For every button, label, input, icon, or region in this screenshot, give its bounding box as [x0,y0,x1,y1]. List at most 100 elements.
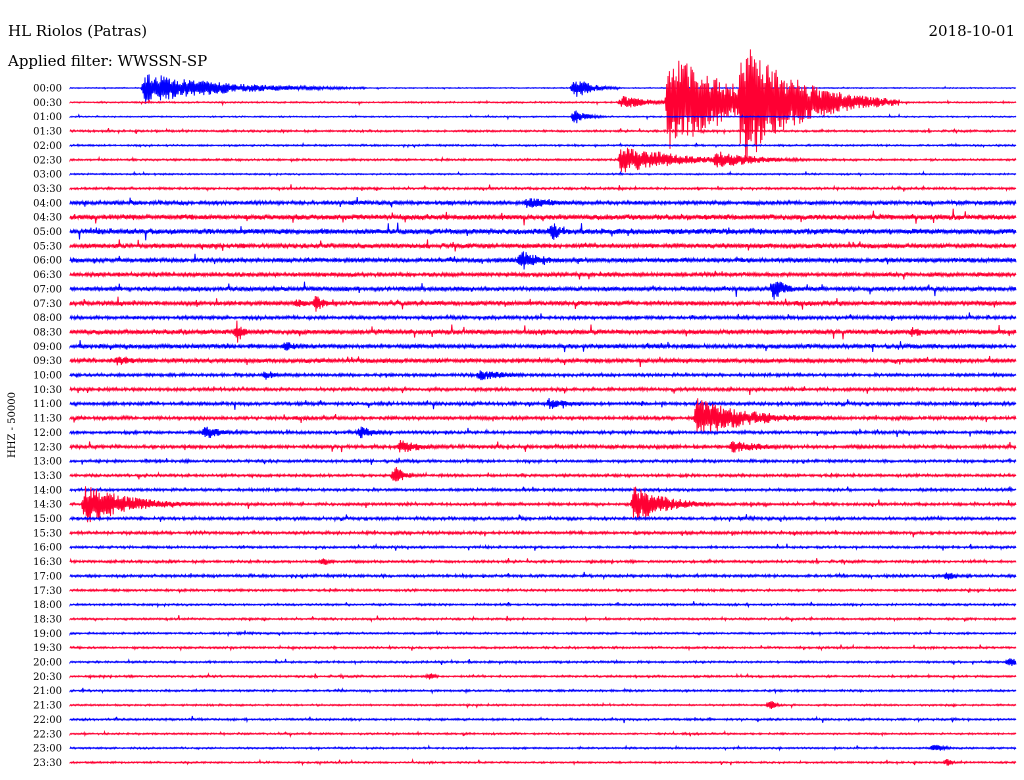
time-tick-label: 09:00 [33,342,62,353]
trace-row-2200 [69,715,1017,724]
trace-row-1500 [69,514,1017,523]
trace-row-0800 [69,312,1017,322]
trace-row-1630 [69,557,1017,565]
time-tick-label: 06:30 [33,270,62,281]
trace-row-1200 [69,426,1017,439]
trace-row-1030 [69,385,1017,395]
trace-row-0230 [69,147,1017,173]
trace-row-1130 [69,398,1017,433]
time-tick-label: 15:00 [33,514,62,525]
time-tick-label: 13:00 [33,457,62,468]
trace-row-1230 [69,439,1017,453]
time-tick-label: 11:30 [33,414,62,425]
trace-row-0530 [69,239,1017,252]
trace-row-2300 [69,744,1017,752]
trace-row-2000 [69,658,1017,667]
time-tick-label: 20:30 [33,672,62,683]
trace-row-0630 [69,270,1017,280]
trace-row-0500 [69,222,1017,241]
time-tick-label: 07:30 [33,299,62,310]
trace-row-1900 [69,629,1017,638]
trace-row-0330 [69,184,1017,192]
trace-row-1930 [69,643,1017,652]
trace-row-0430 [69,208,1017,226]
trace-row-0830 [69,320,1017,343]
time-tick-label: 20:00 [33,658,62,669]
time-tick-label: 09:30 [33,356,62,367]
trace-row-1600 [69,542,1017,551]
trace-row-1000 [69,370,1017,381]
time-tick-label: 19:00 [33,629,62,640]
filter-subtitle: Applied filter: WWSSN-SP [7,52,207,70]
trace-row-0030 [69,49,1017,160]
time-tick-label: 17:00 [33,571,62,582]
time-tick-label: 05:30 [33,241,62,252]
trace-row-0400 [69,197,1017,208]
time-tick-label: 18:00 [33,600,62,611]
time-tick-label: 08:00 [33,313,62,324]
time-tick-label: 02:00 [33,141,62,152]
time-tick-label: 16:00 [33,543,62,554]
time-tick-label: 01:00 [33,112,62,123]
time-tick-label: 23:30 [33,758,62,769]
time-tick-label: 08:30 [33,327,62,338]
time-tick-label: 10:00 [33,371,62,382]
trace-row-0700 [69,281,1017,300]
time-tick-label: 23:00 [33,744,62,755]
trace-row-0930 [69,355,1017,368]
time-tick-label: 13:30 [33,471,62,482]
trace-row-2030 [69,672,1017,681]
trace-row-1100 [69,398,1017,410]
trace-row-0900 [69,340,1017,353]
time-tick-label: 04:30 [33,213,62,224]
trace-row-1700 [69,571,1017,581]
date-label: 2018-10-01 [929,22,1015,40]
time-tick-label: 14:00 [33,485,62,496]
time-tick-label: 16:30 [33,557,62,568]
time-tick-label: 05:00 [33,227,62,238]
trace-row-1730 [69,586,1017,594]
trace-row-0200 [69,142,1017,149]
time-tick-label: 11:00 [33,399,62,410]
time-tick-label: 00:00 [33,84,62,95]
trace-row-0130 [69,127,1017,136]
time-tick-label: 01:30 [33,127,62,138]
time-tick-label: 06:00 [33,256,62,267]
time-tick-label: 03:30 [33,184,62,195]
time-tick-label: 03:00 [33,170,62,181]
time-tick-label: 19:30 [33,643,62,654]
time-tick-labels: 00:00 00:30 01:00 01:30 02:00 02:30 03:00 03:30… [33,84,62,769]
time-tick-label: 18:30 [33,614,62,625]
trace-row-2330 [69,758,1017,767]
time-tick-label: 02:30 [33,155,62,166]
trace-row-0100 [69,110,1017,124]
trace-row-0300 [69,170,1017,177]
trace-row-2130 [69,701,1017,710]
time-tick-label: 00:30 [33,98,62,109]
station-title: HL Riolos (Patras) [8,22,147,40]
trace-row-0730 [69,295,1017,312]
trace-row-2100 [69,687,1017,695]
trace-row-2230 [69,729,1017,739]
time-tick-label: 12:00 [33,428,62,439]
time-tick-label: 21:00 [33,686,62,697]
trace-row-1400 [69,486,1017,494]
time-tick-label: 04:00 [33,198,62,209]
trace-row-0600 [69,251,1017,270]
seismogram-traces [69,49,1017,767]
time-tick-label: 17:30 [33,586,62,597]
time-tick-label: 10:30 [33,385,62,396]
trace-row-1530 [69,529,1017,538]
trace-row-0000 [69,74,1017,104]
time-tick-label: 22:00 [33,715,62,726]
trace-row-1800 [69,601,1017,609]
time-tick-label: 12:30 [33,442,62,453]
trace-row-1300 [69,457,1017,465]
trace-row-1330 [69,466,1017,482]
time-tick-label: 07:00 [33,284,62,295]
y-axis-label: HHZ - 50000 [7,392,18,458]
time-tick-label: 15:30 [33,528,62,539]
trace-row-1830 [69,615,1017,623]
time-tick-label: 14:30 [33,500,62,511]
